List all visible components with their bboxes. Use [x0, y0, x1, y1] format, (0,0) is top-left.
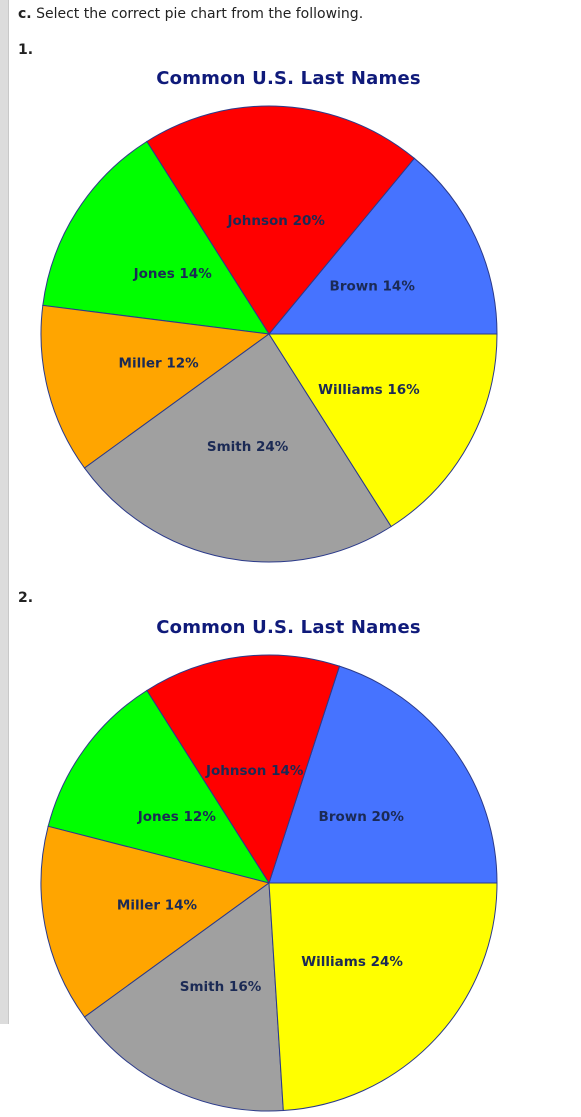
chart-title: Common U.S. Last Names [156, 617, 421, 638]
question-prefix: c. [18, 6, 32, 22]
pie-slice-smith [83, 333, 392, 563]
pie-slice-williams [268, 882, 498, 1112]
pie-slice-miller [40, 825, 271, 1018]
pie-slice-jones [47, 689, 271, 884]
slice-label-brown: Brown 20% [319, 809, 405, 825]
slice-label-williams: Williams 24% [301, 954, 403, 970]
slice-label-johnson: Johnson 20% [226, 213, 325, 229]
pie-slice-williams [268, 333, 498, 528]
pie-slice-jones [42, 140, 270, 335]
option-2-number: 2. [18, 590, 34, 606]
slice-label-smith: Smith 16% [180, 979, 262, 995]
pie-slice-miller [40, 304, 271, 469]
pie-svg: Brown 14% Johnson 20% Jones 14% Miller 12% S… [40, 105, 498, 563]
slice-label-williams: Williams 16% [318, 382, 420, 398]
slice-label-jones: Jones 14% [133, 266, 213, 282]
pie-chart-option-1[interactable]: Common U.S. Last Names Brown 14% Johnson … [18, 68, 568, 568]
slice-label-miller: Miller 14% [117, 897, 198, 913]
pie-slice-brown [268, 665, 498, 884]
question-body: Select the correct pie chart from the fo… [36, 6, 364, 22]
pie-slice-brown [267, 157, 498, 335]
option-1-number: 1. [18, 42, 34, 58]
slice-label-jones: Jones 12% [137, 809, 217, 825]
slice-label-miller: Miller 12% [119, 355, 200, 371]
pie-svg: Brown 20% Johnson 14% Jones 12% Miller 14% S… [40, 654, 498, 1112]
slice-label-johnson: Johnson 14% [205, 763, 304, 779]
question-text: c. Select the correct pie chart from the… [18, 6, 363, 22]
pie-chart-option-2[interactable]: Common U.S. Last Names Brown 20% Johnson … [18, 617, 568, 1112]
chart-title: Common U.S. Last Names [156, 68, 421, 89]
page-left-border [0, 0, 9, 1024]
pie-slice-johnson [146, 105, 416, 335]
slice-label-smith: Smith 24% [207, 439, 289, 455]
pie-slice-johnson [146, 654, 341, 885]
slice-label-brown: Brown 14% [330, 279, 416, 295]
